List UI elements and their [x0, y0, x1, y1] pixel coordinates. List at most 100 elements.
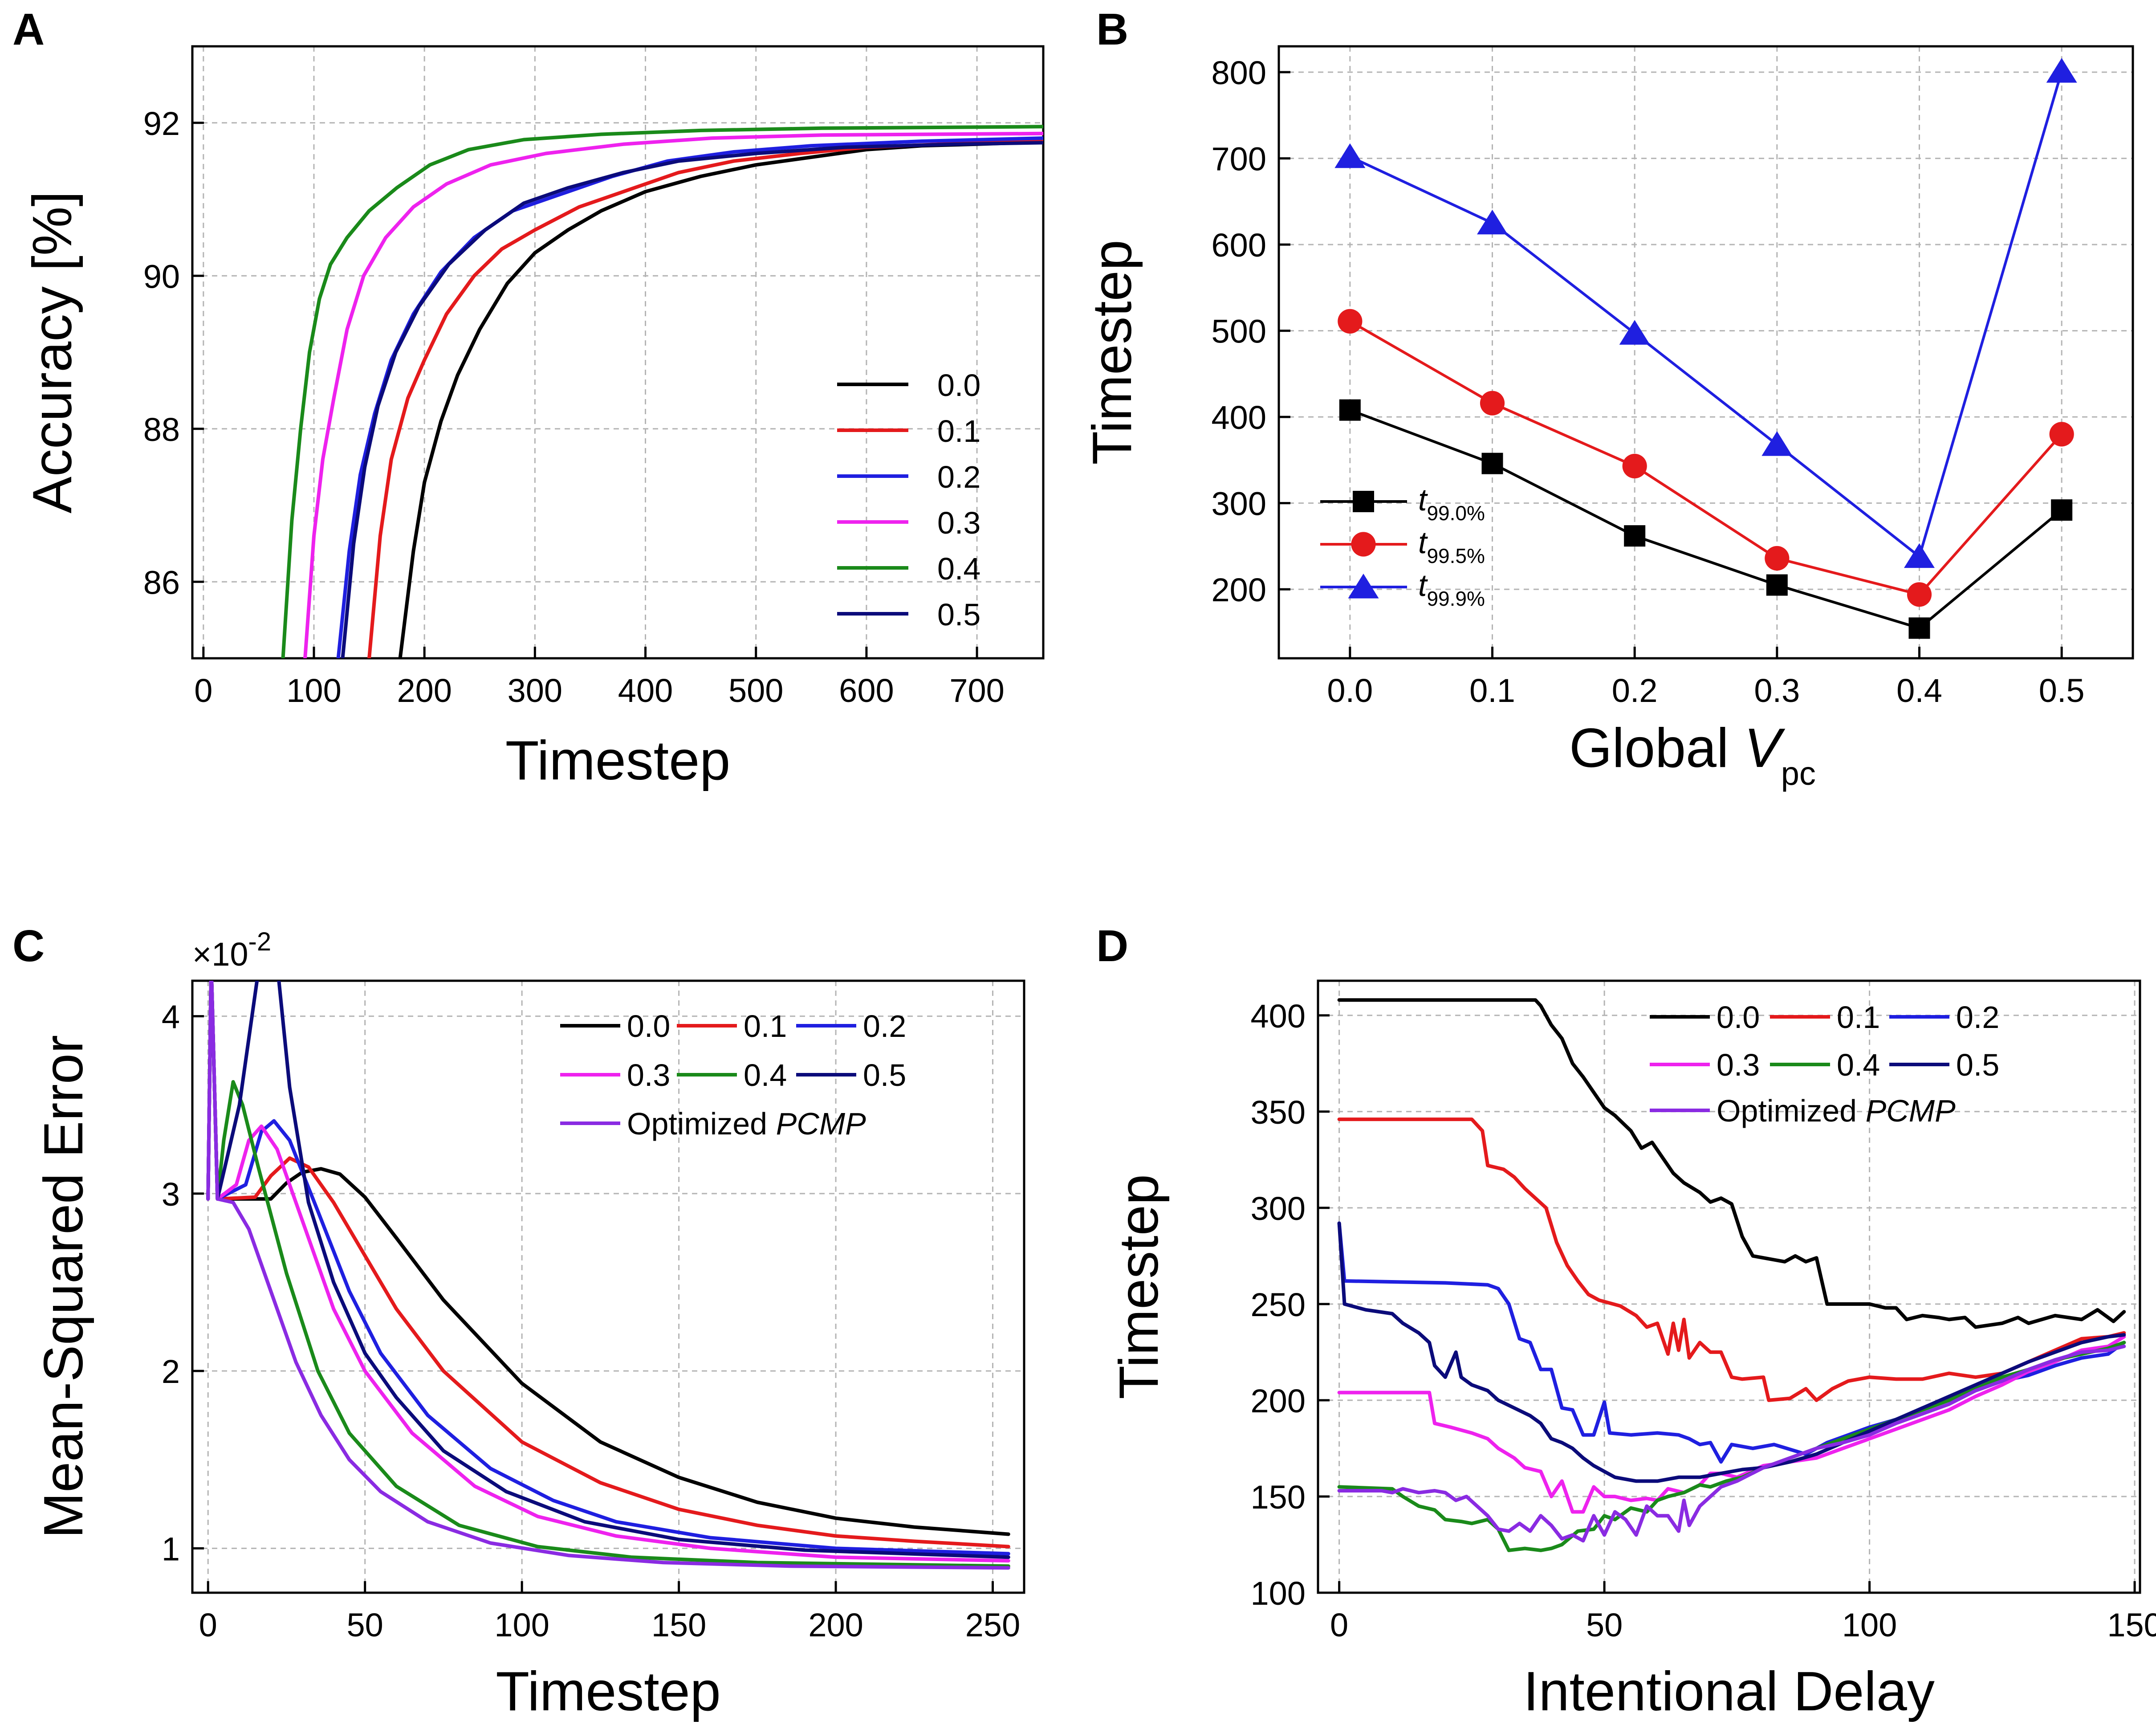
series-line-c-0.2: [206, 981, 1010, 1556]
series-line-a-0.3: [303, 131, 1043, 658]
y-axis-title: Timestep: [1108, 1174, 1170, 1399]
legend-label: t99.9%: [1418, 568, 1485, 610]
y-tick-label: 700: [1212, 141, 1266, 178]
panel-letter: C: [12, 921, 45, 971]
x-tick-label: 200: [397, 672, 452, 709]
legend-label: t99.5%: [1418, 525, 1485, 567]
x-axis-title: Timestep: [496, 1661, 720, 1722]
series-line-d-0.0: [1337, 998, 2126, 1329]
x-axis-title: Global Vpc: [1569, 718, 1816, 792]
legend-label: 0.3: [937, 506, 980, 540]
legend-label: 0.4: [744, 1058, 787, 1093]
legend-label: Optimized PCMP: [627, 1106, 866, 1141]
y-axis-title: Mean-Squared Error: [33, 1035, 94, 1538]
series-line-c-0.4: [206, 981, 1010, 1568]
legend: t99.0%t99.5%t99.9%: [1320, 482, 1485, 610]
x-tick-label: 500: [728, 672, 783, 709]
x-tick-label: 0.0: [1327, 672, 1373, 709]
data-marker: [2046, 58, 2077, 83]
y-tick-label: 200: [1251, 1382, 1306, 1419]
x-tick-label: 100: [1842, 1607, 1897, 1643]
y-tick-label: 600: [1212, 227, 1266, 264]
data-marker: [1334, 143, 1366, 168]
y-tick-label: 500: [1212, 313, 1266, 350]
series-line-d-0.1: [1337, 1117, 2126, 1402]
panel-letter: B: [1096, 4, 1128, 54]
y-tick-label: 300: [1212, 485, 1266, 522]
data-marker: [1766, 574, 1788, 596]
x-tick-label: 50: [1586, 1607, 1623, 1643]
y-tick-label: 90: [143, 258, 180, 295]
data-marker: [1908, 617, 1930, 639]
legend-label: 0.2: [863, 1009, 906, 1044]
y-axis-title: Timestep: [1082, 240, 1143, 465]
data-marker: [2051, 499, 2073, 521]
data-marker: [2049, 422, 2074, 447]
legend-label: 0.3: [1717, 1048, 1760, 1082]
legend-label: 0.5: [863, 1058, 906, 1093]
x-tick-label: 200: [808, 1607, 863, 1643]
x-tick-label: 400: [618, 672, 673, 709]
plot-frame: [191, 979, 1025, 1594]
y-tick-label: 100: [1251, 1575, 1306, 1612]
y-tick-label: 4: [162, 999, 180, 1036]
y-tick-label: 400: [1251, 998, 1306, 1035]
data-marker: [1622, 453, 1647, 479]
y-tick-label: 200: [1212, 571, 1266, 608]
legend-label: 0.5: [1956, 1048, 1999, 1082]
y-tick-label: 92: [143, 105, 180, 142]
x-tick-label: 150: [651, 1607, 706, 1643]
legend-marker: [1353, 491, 1374, 512]
series-line-c-0.3: [206, 981, 1010, 1563]
x-tick-label: 150: [2107, 1607, 2156, 1643]
legend-label: 0.0: [937, 368, 980, 403]
legend-label: 0.0: [1717, 1000, 1760, 1035]
data-marker: [1619, 320, 1650, 345]
panel-letter: A: [12, 4, 45, 54]
series-line-c-Optimized PCMP: [206, 981, 1010, 1570]
y-axis-title: Accuracy [%]: [22, 191, 83, 514]
x-tick-label: 0: [194, 672, 212, 709]
legend-label: 0.1: [1837, 1000, 1880, 1035]
legend-label: t99.0%: [1418, 482, 1485, 525]
series-line-d-0.5: [1337, 1221, 2126, 1483]
data-marker: [1480, 391, 1505, 416]
series-line-b-99.0%: [1348, 408, 2063, 630]
legend-label: 0.4: [937, 551, 980, 586]
x-tick-label: 0.1: [1469, 672, 1515, 709]
series-line-b-99.5%: [1348, 320, 2063, 596]
series-line-c-0.0: [206, 981, 1010, 1536]
x-tick-label: 0.4: [1896, 672, 1942, 709]
data-marker: [1904, 543, 1935, 568]
data-marker: [1761, 431, 1793, 456]
panel-c: 0 50 100 150 200 250 1 2 3 4 C ×10-2 Timestep Mean-Sq…: [12, 921, 1025, 1722]
x-tick-label: 100: [286, 672, 341, 709]
y-tick-label: 88: [143, 411, 180, 448]
data-marker: [1481, 453, 1503, 474]
x-tick-label: 250: [965, 1607, 1020, 1643]
legend-label: 0.1: [744, 1009, 787, 1044]
x-tick-label: 100: [494, 1607, 549, 1643]
x-tick-label: 700: [949, 672, 1004, 709]
x-tick-label: 300: [508, 672, 562, 709]
data-marker: [1624, 525, 1646, 547]
series-line-d-0.4: [1337, 1341, 2126, 1552]
plot-frame: [1317, 979, 2141, 1594]
data-marker: [1477, 209, 1508, 235]
y-tick-label: 400: [1212, 399, 1266, 436]
legend-marker: [1351, 532, 1376, 557]
legend-label: 0.2: [1956, 1000, 1999, 1035]
y-tick-label: 150: [1251, 1479, 1306, 1516]
series-line-c-0.1: [206, 981, 1010, 1549]
plot-frame: [191, 45, 1045, 660]
y-tick-label: 3: [162, 1176, 180, 1213]
panel-d: 0 50 100 150 100 150 200 250 300 350 400 D Intention…: [1096, 921, 2156, 1722]
y-tick-label: 86: [143, 564, 180, 601]
x-tick-label: 0: [1330, 1607, 1348, 1643]
series-line-d-0.3: [1337, 1335, 2126, 1514]
y-tick-label: 2: [162, 1353, 180, 1390]
legend-label: 0.5: [937, 597, 980, 632]
y-tick-label: 300: [1251, 1190, 1306, 1227]
